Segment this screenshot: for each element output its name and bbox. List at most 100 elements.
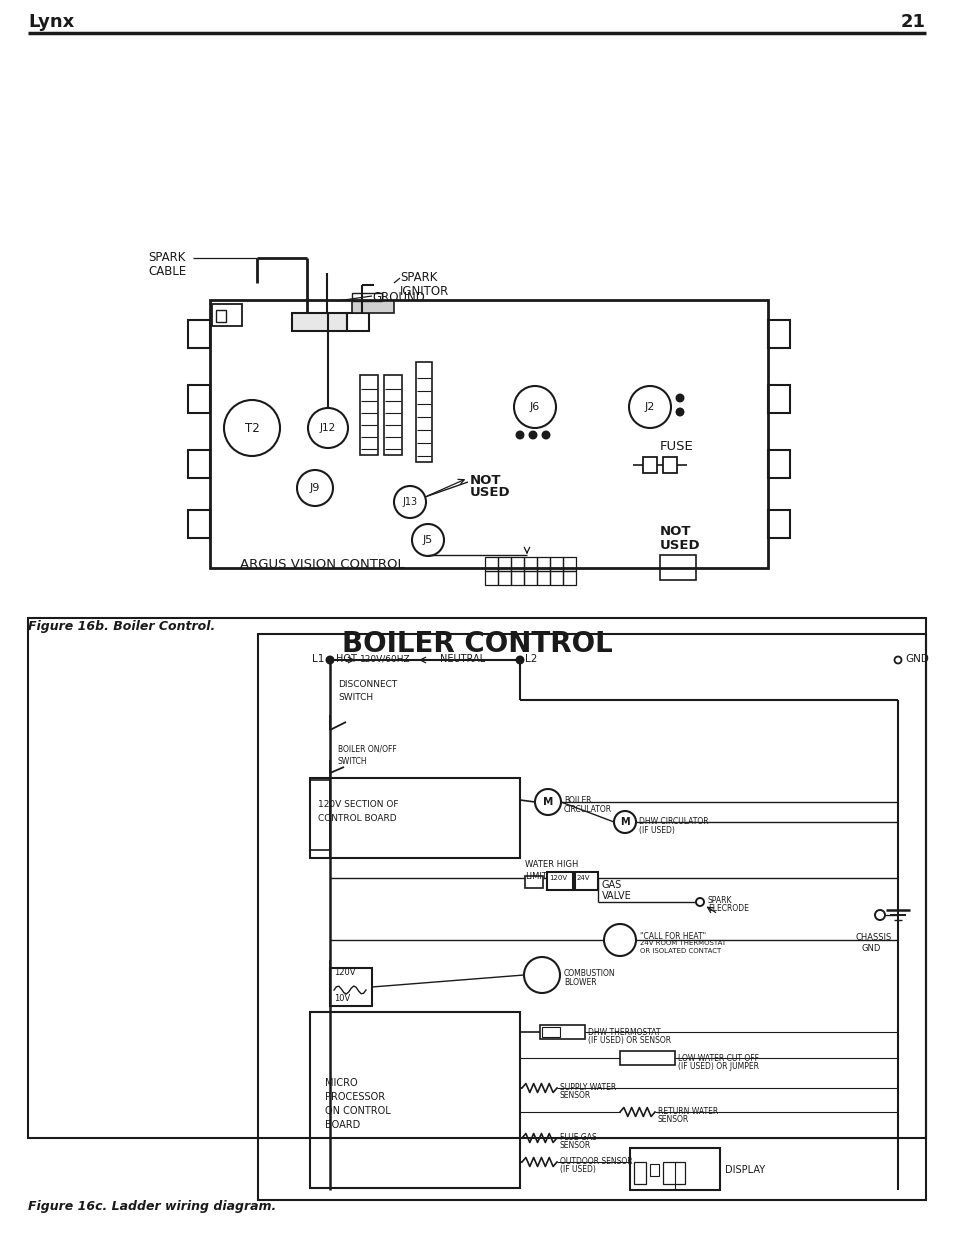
- Bar: [484, 557, 497, 571]
- Bar: [662, 457, 677, 473]
- Bar: [629, 1149, 720, 1191]
- Bar: [188, 450, 210, 478]
- Bar: [28, 618, 925, 1137]
- Circle shape: [326, 657, 334, 663]
- Bar: [537, 557, 550, 571]
- Text: J13: J13: [402, 496, 417, 508]
- Text: SPARK: SPARK: [399, 270, 436, 284]
- Bar: [384, 375, 401, 454]
- Text: J5: J5: [422, 535, 433, 545]
- Text: CABLE: CABLE: [148, 266, 186, 278]
- Text: L2: L2: [524, 655, 537, 664]
- Bar: [550, 571, 562, 585]
- Bar: [619, 1051, 675, 1065]
- Text: SENSOR: SENSOR: [559, 1091, 591, 1100]
- Text: Lynx: Lynx: [28, 14, 74, 31]
- Text: LOW WATER CUT OFF: LOW WATER CUT OFF: [678, 1053, 759, 1063]
- Bar: [352, 301, 394, 312]
- Text: (IF USED) OR JUMPER: (IF USED) OR JUMPER: [678, 1062, 759, 1071]
- Circle shape: [516, 657, 523, 663]
- Text: GND: GND: [862, 944, 881, 953]
- Bar: [659, 555, 696, 580]
- Text: LIMIT: LIMIT: [524, 872, 546, 881]
- Text: USED: USED: [659, 538, 700, 552]
- Text: DISCONNECT: DISCONNECT: [337, 680, 396, 689]
- Text: SPARK: SPARK: [148, 251, 185, 264]
- Bar: [523, 571, 537, 585]
- Bar: [352, 293, 381, 301]
- Bar: [511, 571, 523, 585]
- Text: SWITCH: SWITCH: [337, 757, 367, 766]
- Text: DHW THERMOSTAT: DHW THERMOSTAT: [587, 1028, 659, 1037]
- Text: OUTDOOR SENSOR: OUTDOOR SENSOR: [559, 1157, 632, 1166]
- Text: CIRCULATOR: CIRCULATOR: [563, 805, 612, 814]
- Circle shape: [516, 431, 523, 438]
- Text: NOT: NOT: [470, 474, 501, 487]
- Circle shape: [542, 431, 549, 438]
- Text: 120V SECTION OF: 120V SECTION OF: [317, 800, 398, 809]
- Text: CHASSIS: CHASSIS: [855, 932, 891, 942]
- Text: T2: T2: [244, 421, 259, 435]
- Text: PROCESSOR: PROCESSOR: [325, 1092, 385, 1102]
- Text: Figure 16b. Boiler Control.: Figure 16b. Boiler Control.: [28, 620, 215, 634]
- Text: RETURN WATER: RETURN WATER: [658, 1107, 718, 1116]
- Bar: [215, 310, 226, 322]
- Bar: [642, 457, 657, 473]
- Bar: [562, 557, 576, 571]
- Bar: [634, 1162, 645, 1184]
- Text: 120V/60HZ: 120V/60HZ: [359, 655, 410, 663]
- Text: ARGUS VISION CONTROL: ARGUS VISION CONTROL: [240, 558, 404, 571]
- Circle shape: [676, 409, 682, 415]
- Bar: [539, 1025, 584, 1039]
- Bar: [188, 320, 210, 348]
- Bar: [511, 557, 523, 571]
- Text: (IF USED): (IF USED): [639, 826, 674, 835]
- Text: NOT: NOT: [659, 525, 691, 538]
- Text: SUPPLY WATER: SUPPLY WATER: [559, 1083, 616, 1092]
- Text: WATER HIGH: WATER HIGH: [524, 860, 578, 869]
- Text: SENSOR: SENSOR: [559, 1141, 591, 1150]
- Bar: [212, 304, 242, 326]
- Text: ELECRODE: ELECRODE: [707, 904, 748, 913]
- Text: J2: J2: [644, 403, 655, 412]
- Text: M: M: [619, 818, 629, 827]
- Text: GND: GND: [904, 655, 928, 664]
- Text: NEUTRAL: NEUTRAL: [439, 655, 485, 664]
- Bar: [537, 571, 550, 585]
- Circle shape: [529, 431, 536, 438]
- Bar: [562, 571, 576, 585]
- Text: 24V ROOM THERMOSTAT: 24V ROOM THERMOSTAT: [639, 940, 725, 946]
- Bar: [767, 320, 789, 348]
- Bar: [347, 312, 369, 331]
- Text: M: M: [542, 797, 553, 806]
- Text: HOT: HOT: [335, 655, 356, 664]
- Text: SWITCH: SWITCH: [337, 693, 373, 701]
- Circle shape: [676, 394, 682, 401]
- Bar: [523, 557, 537, 571]
- Bar: [524, 876, 542, 888]
- Text: Figure 16c. Ladder wiring diagram.: Figure 16c. Ladder wiring diagram.: [28, 1200, 276, 1213]
- Bar: [310, 778, 519, 858]
- Text: DISPLAY: DISPLAY: [724, 1165, 764, 1174]
- Text: SPARK: SPARK: [707, 897, 732, 905]
- Bar: [497, 571, 511, 585]
- Text: 21: 21: [900, 14, 925, 31]
- Bar: [359, 375, 377, 454]
- Text: FUSE: FUSE: [659, 440, 693, 453]
- Bar: [210, 300, 767, 568]
- Text: (IF USED): (IF USED): [559, 1165, 596, 1174]
- Bar: [257, 634, 925, 1200]
- Text: 10V: 10V: [334, 994, 350, 1003]
- Text: DHW CIRCULATOR: DHW CIRCULATOR: [639, 818, 708, 826]
- Text: 120V: 120V: [334, 968, 355, 977]
- Bar: [188, 510, 210, 538]
- Text: BOILER: BOILER: [563, 797, 591, 805]
- Bar: [662, 1162, 684, 1184]
- Bar: [649, 1165, 659, 1176]
- Bar: [292, 312, 347, 331]
- Bar: [188, 385, 210, 412]
- Text: BLOWER: BLOWER: [563, 978, 596, 987]
- Text: MICRO: MICRO: [325, 1078, 357, 1088]
- Text: "CALL FOR HEAT": "CALL FOR HEAT": [639, 932, 705, 941]
- Bar: [330, 968, 372, 1007]
